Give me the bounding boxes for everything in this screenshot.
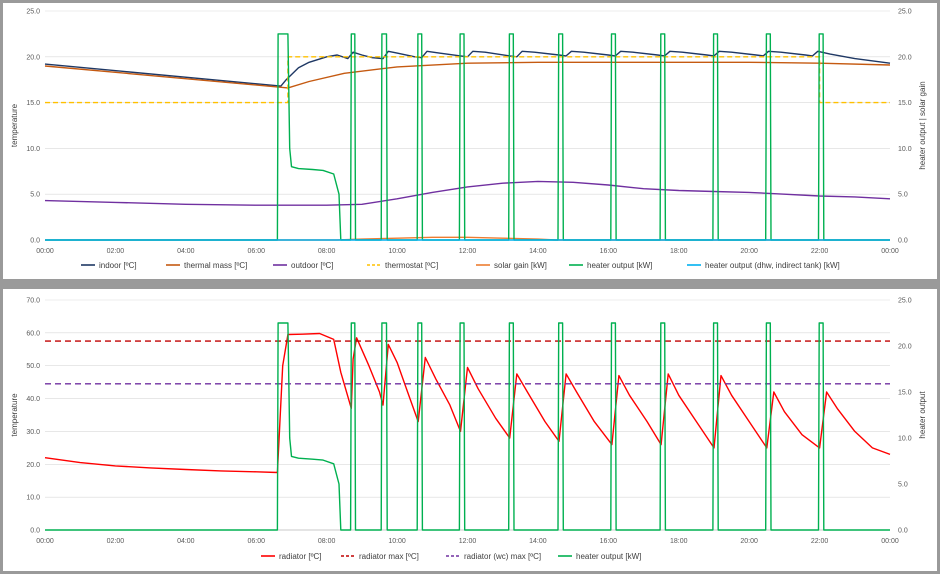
chart0-x-tick-label: 20:00	[740, 248, 758, 255]
chart1-y-tick-label: 60.0	[26, 330, 40, 337]
chart1-x-tick-label: 08:00	[318, 538, 336, 545]
chart0-legend-label-outdoor-c: outdoor [ºC]	[291, 261, 334, 270]
chart0-y-tick-label: 20.0	[26, 54, 40, 61]
chart1-y2-tick-label: 25.0	[898, 298, 912, 305]
chart0-legend-label-heater-output-dhw-indirect-tank-kw: heater output (dhw, indirect tank) [kW]	[705, 261, 840, 270]
chart0-y-tick-label: 0.0	[30, 238, 40, 245]
chart0-y-tick-label: 5.0	[30, 192, 40, 199]
chart1-x-tick-label: 22:00	[811, 538, 829, 545]
chart0-y2-tick-label: 5.0	[898, 192, 908, 199]
chart1-y2-tick-label: 20.0	[898, 344, 912, 351]
chart1-x-tick-label: 20:00	[740, 538, 758, 545]
chart0-series-heater-output-kw	[45, 33, 890, 241]
chart0-y-axis-title: temperature	[10, 103, 19, 147]
chart1-x-tick-label: 12:00	[459, 538, 477, 545]
chart1-y2-axis-title: heater output	[918, 391, 927, 439]
chart0-x-tick-label: 00:00	[881, 248, 899, 255]
chart0-legend-label-thermal-mass-c: thermal mass [ºC]	[184, 261, 247, 270]
chart0-x-tick-label: 14:00	[529, 248, 547, 255]
chart0-series-thermal-mass-c	[44, 61, 891, 89]
chart0-legend-label-heater-output-kw: heater output [kW]	[587, 261, 652, 270]
chart1-y2-tick-label: 5.0	[898, 482, 908, 489]
chart0-x-tick-label: 12:00	[459, 248, 477, 255]
chart1-x-tick-label: 18:00	[670, 538, 688, 545]
chart1-y-tick-label: 10.0	[26, 495, 40, 502]
chart1-y-tick-label: 70.0	[26, 298, 40, 305]
chart0-x-tick-label: 02:00	[107, 248, 125, 255]
chart1-y-tick-label: 0.0	[30, 528, 40, 535]
chart1-x-tick-label: 02:00	[107, 538, 125, 545]
chart1-y-tick-label: 30.0	[26, 429, 40, 436]
bottom-chart-panel: 0.0 10.0 20.0 30.0 40.0 50.0 60.0 70.0 0.0 5.0 10.…	[3, 289, 937, 571]
chart0-series-indoor-c	[44, 50, 891, 87]
chart1-legend-label-radiator-wc-max-c: radiator (wc) max [ºC]	[464, 552, 541, 561]
chart0-series-thermostat-c	[45, 56, 890, 104]
chart0-x-tick-label: 06:00	[247, 248, 265, 255]
chart1-y-tick-label: 40.0	[26, 396, 40, 403]
chart0-x-tick-label: 16:00	[600, 248, 618, 255]
chart1-y-axis-title: temperature	[10, 393, 19, 437]
chart1-y2-tick-label: 0.0	[898, 528, 908, 535]
chart0-x-tick-label: 18:00	[670, 248, 688, 255]
chart0-y2-axis-title: heater output | solar gain	[918, 81, 927, 169]
chart1-x-tick-label: 04:00	[177, 538, 195, 545]
chart0-legend-label-solar-gain-kw: solar gain [kW]	[494, 261, 547, 270]
chart1-x-tick-label: 00:00	[881, 538, 899, 545]
chart1-legend-label-radiator-c: radiator [ºC]	[279, 552, 322, 561]
chart0-x-tick-label: 08:00	[318, 248, 336, 255]
chart0-x-tick-label: 10:00	[388, 248, 406, 255]
chart0-y-tick-label: 25.0	[26, 9, 40, 16]
chart0-y2-tick-label: 25.0	[898, 9, 912, 16]
chart0-y-tick-label: 15.0	[26, 100, 40, 107]
chart0-y-tick-label: 10.0	[26, 146, 40, 153]
chart1-legend-label-heater-output-kw: heater output [kW]	[576, 552, 641, 561]
chart1-y-tick-label: 50.0	[26, 363, 40, 370]
chart1-series-radiator-c	[44, 332, 891, 474]
chart0-x-tick-label: 22:00	[811, 248, 829, 255]
chart1-x-tick-label: 14:00	[529, 538, 547, 545]
chart0-series-outdoor-c	[44, 180, 891, 206]
chart1-series-heater-output-kw	[45, 322, 890, 531]
chart1-y2-tick-label: 15.0	[898, 390, 912, 397]
chart1-y2-tick-label: 10.0	[898, 436, 912, 443]
bottom-chart: 0.0 10.0 20.0 30.0 40.0 50.0 60.0 70.0 0.0 5.0 10.…	[10, 298, 927, 562]
chart0-legend-label-thermostat-c: thermostat [ºC]	[385, 261, 438, 270]
chart1-legend-label-radiator-max-c: radiator max [ºC]	[359, 552, 419, 561]
chart0-legend-label-indoor-c: indoor [ºC]	[99, 261, 137, 270]
chart0-y2-tick-label: 20.0	[898, 54, 912, 61]
chart1-x-tick-label: 00:00	[36, 538, 54, 545]
chart1-x-tick-label: 16:00	[600, 538, 618, 545]
chart0-y2-tick-label: 10.0	[898, 146, 912, 153]
chart1-x-tick-label: 06:00	[247, 538, 265, 545]
top-chart-panel: 0.0 5.0 10.0 15.0 20.0 25.0 0.0 5.0 10.0 15.0 20.0…	[3, 3, 937, 279]
top-chart: 0.0 5.0 10.0 15.0 20.0 25.0 0.0 5.0 10.0 15.0 20.0…	[10, 9, 927, 271]
chart0-y2-tick-label: 0.0	[898, 238, 908, 245]
chart1-y-tick-label: 20.0	[26, 462, 40, 469]
chart0-x-tick-label: 00:00	[36, 248, 54, 255]
chart0-x-tick-label: 04:00	[177, 248, 195, 255]
chart0-y2-tick-label: 15.0	[898, 100, 912, 107]
chart1-x-tick-label: 10:00	[388, 538, 406, 545]
